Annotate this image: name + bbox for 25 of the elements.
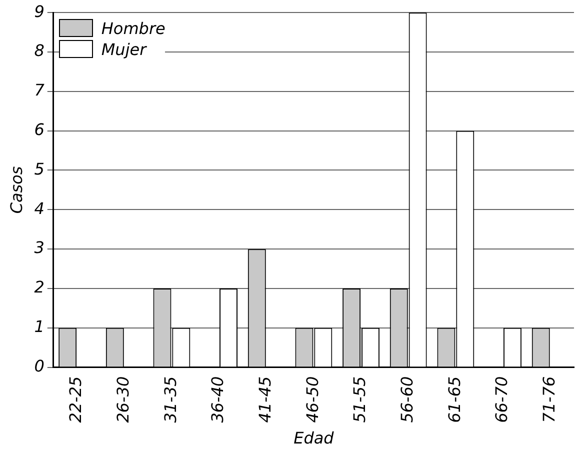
x-tick-label: 56-60 [398, 376, 417, 423]
x-tick-label: 41-45 [256, 376, 275, 423]
x-tick-label: 26-30 [114, 376, 133, 423]
x-tick-label: 61-65 [444, 376, 464, 423]
y-tick-label: 7 [34, 80, 46, 100]
y-axis-title: Casos [6, 166, 26, 214]
y-tick-label: 5 [34, 159, 44, 178]
text: Mujer [101, 40, 146, 59]
legend-label: Hombre [101, 18, 166, 38]
y-tick-label: 9 [34, 2, 44, 21]
x-tick-label: 71-76 [539, 376, 558, 423]
y-tick-label: 4 [34, 198, 44, 218]
y-tick-label: 1 [34, 317, 44, 336]
x-tick-label: 51-55 [350, 376, 370, 423]
y-tick-label: 3 [34, 238, 44, 258]
y-tick-label: 6 [34, 120, 44, 139]
x-tick-label: 36-40 [208, 376, 228, 423]
y-tick-label: 8 [34, 41, 44, 60]
y-tick-label: 2 [34, 278, 44, 297]
y-tick-label: 0 [34, 356, 44, 376]
x-tick-label: 22-25 [66, 376, 86, 423]
x-axis-title: Edad [294, 428, 335, 448]
x-tick-label: 66-70 [492, 376, 512, 423]
x-tick-label: 46-50 [302, 376, 322, 423]
x-tick-label: 31-35 [160, 376, 180, 423]
